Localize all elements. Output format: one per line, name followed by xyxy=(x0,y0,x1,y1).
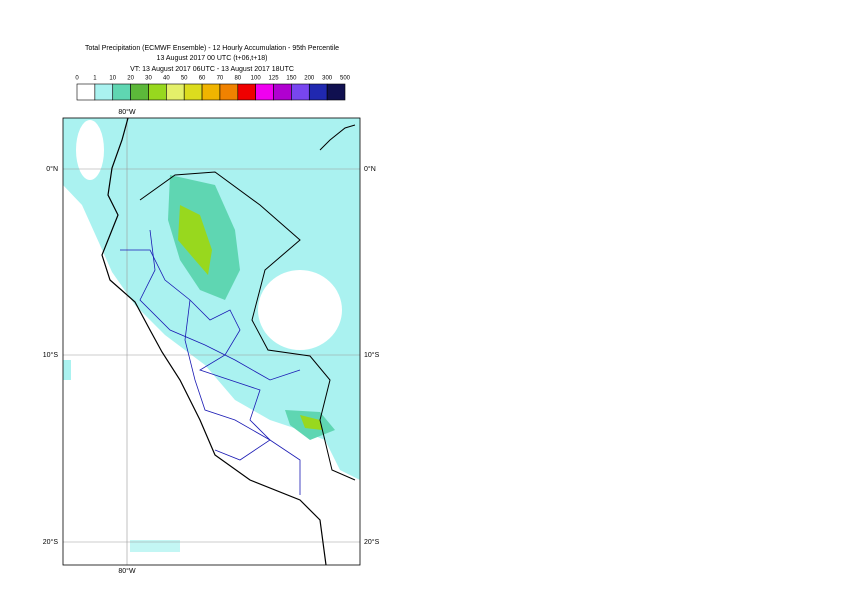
legend-level: 150 xyxy=(286,76,297,82)
legend-level: 100 xyxy=(251,76,262,82)
legend-swatch xyxy=(291,83,310,101)
legend-swatch xyxy=(237,83,256,101)
legend-level: 0 xyxy=(75,76,79,82)
map-frame xyxy=(62,117,361,566)
legend-swatch xyxy=(273,83,292,101)
legend: 0 1 10 20 30 40 50 60 70 80 100 125 150 200 300 500 xyxy=(75,76,351,101)
lat-label: 10°S xyxy=(43,351,59,359)
legend-level: 125 xyxy=(269,76,280,82)
legend-level: 20 xyxy=(127,76,134,82)
legend-level: 60 xyxy=(199,76,206,82)
run-time: 13 August 2017 00 UTC (t+06,t+18) xyxy=(157,55,268,62)
legend-level: 40 xyxy=(163,76,170,82)
legend-level: 50 xyxy=(181,76,188,82)
legend-level: 70 xyxy=(217,76,224,82)
legend-level: 200 xyxy=(304,76,315,82)
legend-level: 10 xyxy=(109,76,116,82)
legend-level: 80 xyxy=(234,76,241,82)
legend-swatch xyxy=(148,83,167,101)
legend-swatch xyxy=(76,83,96,101)
lon-label: 80°W xyxy=(118,567,136,575)
legend-swatch xyxy=(326,83,346,101)
legend-swatch xyxy=(255,83,274,101)
legend-swatch xyxy=(201,83,221,101)
lat-label: 0°N xyxy=(364,165,376,173)
legend-level: 1 xyxy=(93,76,97,82)
legend-swatch xyxy=(94,83,114,101)
legend-swatch xyxy=(308,83,328,101)
lat-label: 20°S xyxy=(43,538,59,546)
legend-swatch xyxy=(219,83,239,101)
legend-swatch xyxy=(112,83,131,101)
lon-label: 80°W xyxy=(118,108,136,116)
legend-swatch xyxy=(166,83,185,101)
legend-level: 300 xyxy=(322,76,333,82)
valid-time: VT: 13 August 2017 06UTC - 13 August 201… xyxy=(130,66,294,73)
title: Total Precipitation (ECMWF Ensemble) - 1… xyxy=(85,45,339,52)
legend-level: 30 xyxy=(145,76,152,82)
lat-label: 10°S xyxy=(364,351,380,359)
legend-swatch xyxy=(183,83,203,101)
lat-label: 0°N xyxy=(46,165,58,173)
lat-label: 20°S xyxy=(364,538,380,546)
map xyxy=(63,118,360,565)
legend-level: 500 xyxy=(340,76,351,82)
legend-swatch xyxy=(130,83,149,101)
